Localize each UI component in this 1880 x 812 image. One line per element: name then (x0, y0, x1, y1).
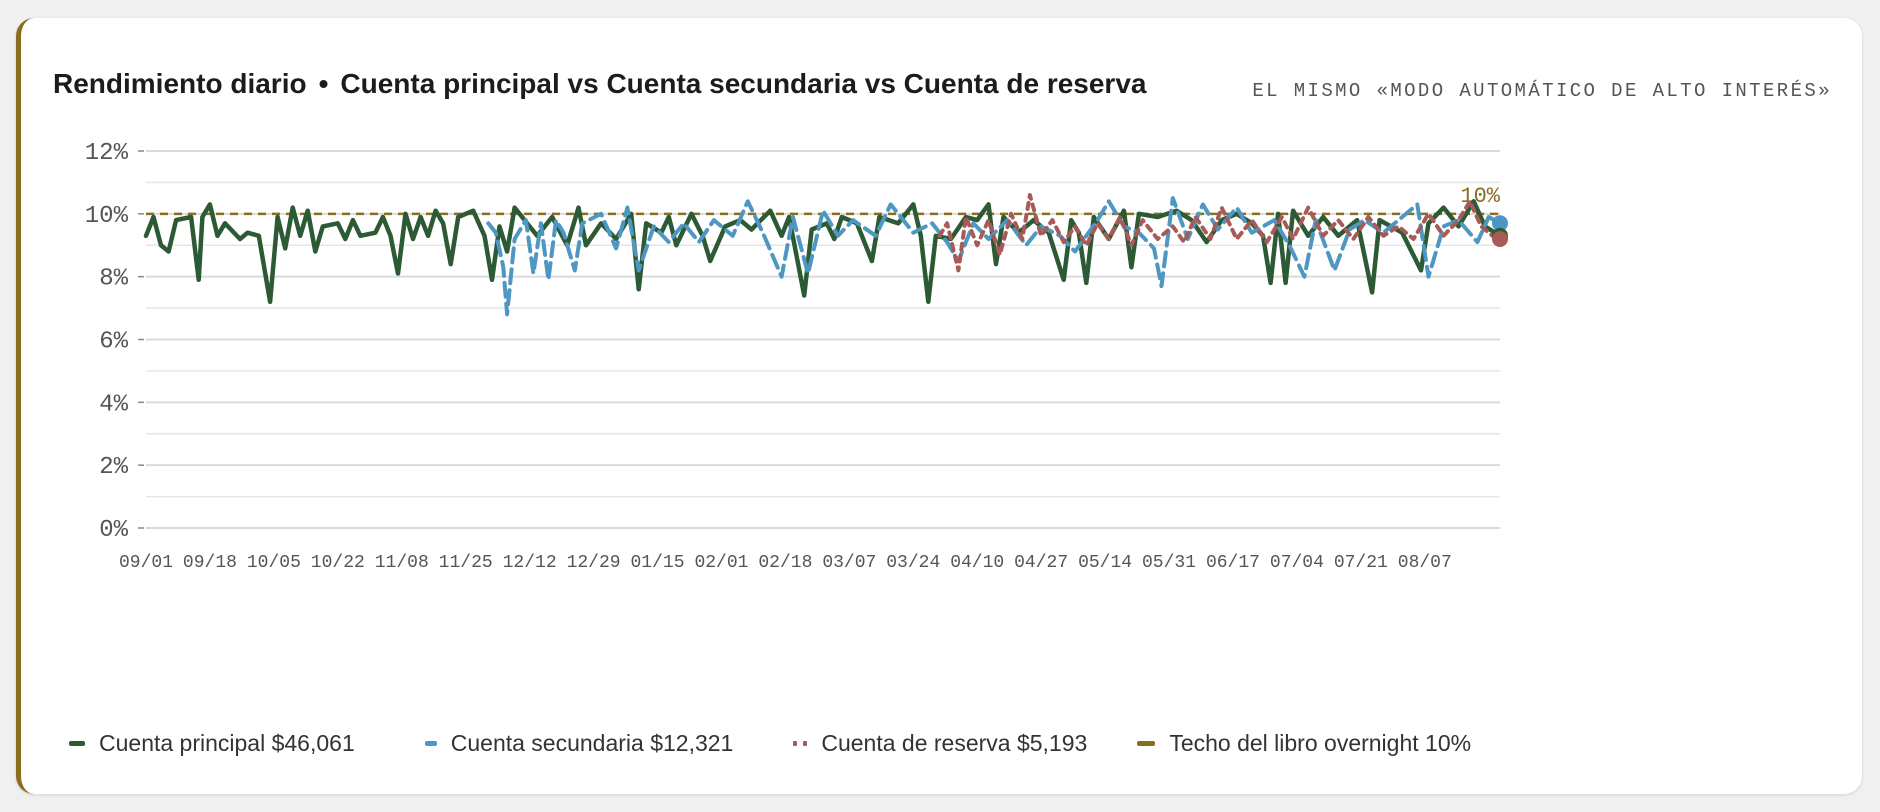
x-tick-label: 01/15 (631, 553, 685, 573)
title-separator: • (318, 68, 329, 99)
x-tick-label: 07/21 (1334, 553, 1388, 573)
y-tick-label: 0% (99, 517, 128, 544)
y-tick-label: 10% (85, 203, 129, 230)
y-tick-label: 8% (99, 266, 128, 293)
chart-title: Rendimiento diario • Cuenta principal vs C… (53, 68, 1146, 100)
x-tick-label: 05/14 (1078, 553, 1132, 573)
legend-item-primary[interactable]: Cuenta principal $46,061 (69, 730, 355, 757)
x-tick-label: 10/05 (247, 553, 301, 573)
title-main: Rendimiento diario (53, 68, 307, 99)
x-tick-label: 07/04 (1270, 553, 1324, 573)
legend-item-ceiling[interactable]: Techo del libro overnight 10% (1137, 730, 1471, 757)
x-tick-label: 12/29 (567, 553, 621, 573)
y-tick-label: 6% (99, 329, 128, 356)
line-chart: 0% 2% 4% 6% 8% 10% 12% 09/01 09/18 10/05 10/22 11/0… (85, 140, 1508, 573)
x-tick-label: 04/27 (1014, 553, 1068, 573)
legend-item-reserve[interactable]: Cuenta de reserva $5,193 (793, 730, 1087, 757)
legend-label-primary: Cuenta principal $46,061 (99, 730, 355, 756)
x-tick-label: 03/07 (822, 553, 876, 573)
chart-subtitle: EL MISMO «MODO AUTOMÁTICO DE ALTO INTERÉ… (1252, 80, 1832, 102)
x-tick-label: 03/24 (886, 553, 940, 573)
legend-swatch-ceiling (1137, 741, 1156, 746)
x-tick-label: 10/22 (311, 553, 365, 573)
legend-label-secondary: Cuenta secundaria $12,321 (450, 730, 734, 756)
legend-swatch-reserve (793, 741, 808, 746)
x-tick-label: 06/17 (1206, 553, 1260, 573)
y-tick-label: 12% (85, 140, 129, 167)
chart-legend: Cuenta principal $46,061 Cuenta secundar… (69, 730, 1519, 757)
legend-swatch-secondary (424, 741, 437, 746)
y-tick-label: 2% (99, 454, 128, 481)
title-accounts: Cuenta principal vs Cuenta secundaria vs… (340, 68, 1147, 99)
chart-card: Rendimiento diario • Cuenta principal vs C… (16, 18, 1862, 794)
x-tick-label: 11/25 (439, 553, 493, 573)
series-line-reserve (937, 193, 1502, 273)
x-tick-label: 08/07 (1398, 553, 1452, 573)
legend-label-reserve: Cuenta de reserva $5,193 (821, 730, 1088, 756)
legend-item-secondary[interactable]: Cuenta secundaria $12,321 (424, 730, 734, 757)
x-tick-label: 09/01 (119, 553, 173, 573)
legend-swatch-primary (69, 741, 85, 746)
x-tick-label: 05/31 (1142, 553, 1196, 573)
legend-label-ceiling: Techo del libro overnight 10% (1169, 730, 1472, 756)
x-tick-label: 12/12 (503, 553, 557, 573)
x-tick-label: 02/01 (694, 553, 748, 573)
y-tick-label: 4% (99, 391, 128, 418)
x-tick-label: 11/08 (375, 553, 429, 573)
x-tick-label: 09/18 (183, 553, 237, 573)
end-dot-secondary (1492, 215, 1508, 232)
x-tick-label: 02/18 (758, 553, 812, 573)
x-tick-label: 04/10 (950, 553, 1004, 573)
end-dot-reserve (1492, 230, 1508, 247)
